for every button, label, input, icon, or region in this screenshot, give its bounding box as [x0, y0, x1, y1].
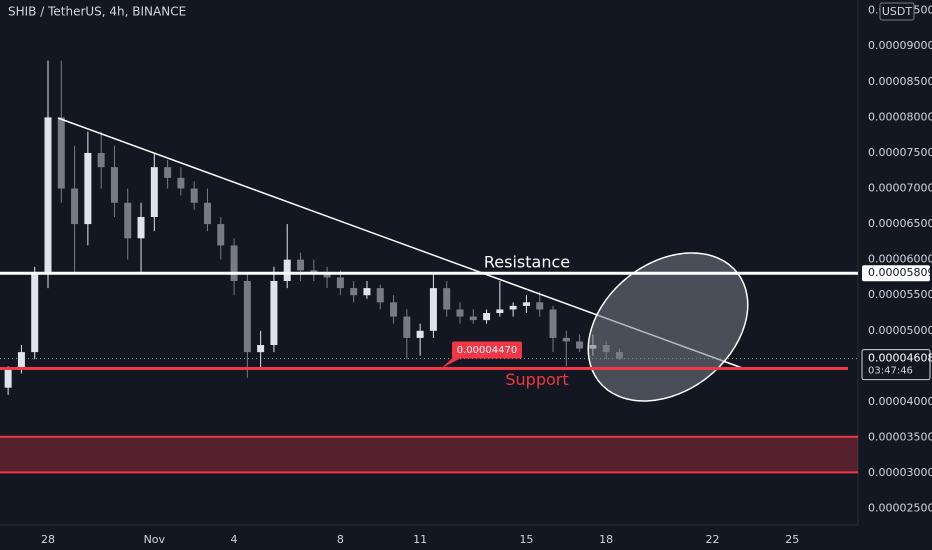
- candle-body: [57, 117, 65, 189]
- candle-body: [4, 369, 12, 388]
- candle-body: [562, 337, 570, 342]
- candle-body: [483, 313, 491, 321]
- candle-body: [323, 273, 331, 278]
- y-tick-label: 0.00008500: [868, 75, 932, 88]
- y-tick-label: 0.00005500: [868, 288, 932, 301]
- candle-body: [137, 216, 145, 239]
- y-tick-label: 0.00006000: [868, 253, 932, 266]
- candle-body: [576, 341, 584, 349]
- candle-body: [429, 288, 437, 331]
- candle-body: [376, 288, 384, 303]
- candle-body: [363, 288, 371, 296]
- y-tick-label: 0.00003000: [868, 466, 932, 479]
- y-tick-label: 0.00008000: [868, 110, 932, 123]
- candle-body: [336, 277, 344, 289]
- x-tick-label: 22: [706, 533, 720, 546]
- x-tick-label: 25: [785, 533, 799, 546]
- level-price-badge: [452, 341, 522, 359]
- candle-body: [283, 259, 291, 281]
- candle-body: [71, 188, 79, 225]
- candle-body: [403, 316, 411, 338]
- candle-body: [150, 167, 158, 217]
- y-tick-label: 0.00007500: [868, 146, 932, 159]
- x-tick-label: 4: [231, 533, 238, 546]
- y-tick-label: 0.00006500: [868, 217, 932, 230]
- x-tick-label: 18: [599, 533, 613, 546]
- candle-body: [536, 302, 544, 310]
- candle-body: [124, 202, 132, 239]
- level-price-badge: [862, 265, 930, 282]
- candle-body: [456, 309, 464, 317]
- currency-label: USDT: [882, 5, 913, 18]
- candle-body: [549, 309, 557, 338]
- y-tick-label: 0.00003500: [868, 431, 932, 444]
- x-tick-label: 28: [41, 533, 55, 546]
- y-tick-label: 0.00004000: [868, 395, 932, 408]
- x-tick-label: 8: [337, 533, 344, 546]
- candle-body: [97, 152, 105, 168]
- last-price-label: 0.00004608: [868, 352, 932, 365]
- candle-body: [257, 345, 265, 353]
- level-price-label: 0.00004470: [457, 345, 517, 356]
- candle-body: [84, 152, 92, 225]
- candle-body: [496, 309, 504, 314]
- candle-body: [522, 302, 530, 306]
- candle-body: [31, 273, 39, 353]
- candle-body: [443, 288, 451, 310]
- level-price-label: 0.00005809: [868, 266, 932, 279]
- candle-body: [509, 305, 517, 310]
- zone: [0, 436, 858, 473]
- candle-body: [17, 352, 25, 370]
- candle-body: [270, 280, 278, 346]
- level-price-pointer: [441, 358, 460, 369]
- candle-body: [203, 202, 211, 225]
- level-name: Support: [505, 370, 568, 389]
- candle-body: [164, 167, 172, 178]
- candle-body: [230, 245, 238, 281]
- candle-body: [469, 316, 477, 321]
- candle-body: [217, 224, 225, 246]
- candle-body: [44, 117, 52, 274]
- countdown-label: 03:47:46: [868, 366, 913, 377]
- x-tick-label: Nov: [144, 533, 166, 546]
- candle-body: [177, 177, 185, 189]
- plot: [0, 60, 858, 474]
- candle-body: [243, 280, 251, 353]
- candle-body: [190, 188, 198, 203]
- candle-body: [390, 302, 398, 317]
- candle-body: [350, 288, 358, 296]
- y-tick-label: 0.00002500: [868, 502, 932, 515]
- currency-badge: [879, 2, 915, 21]
- y-tick-label: 0.00009000: [868, 39, 932, 52]
- y-tick-label: 0.00007000: [868, 182, 932, 195]
- chart-title: SHIB / TetherUS, 4h, BINANCE: [8, 5, 186, 19]
- last-price-badge: [861, 349, 931, 381]
- candle-body: [416, 330, 424, 338]
- level-name: Resistance: [484, 253, 570, 272]
- x-tick-label: 11: [413, 533, 427, 546]
- candle-body: [110, 167, 118, 203]
- x-tick-label: 15: [519, 533, 533, 546]
- y-tick-label: 0.00005000: [868, 324, 932, 337]
- candle-body: [297, 259, 305, 271]
